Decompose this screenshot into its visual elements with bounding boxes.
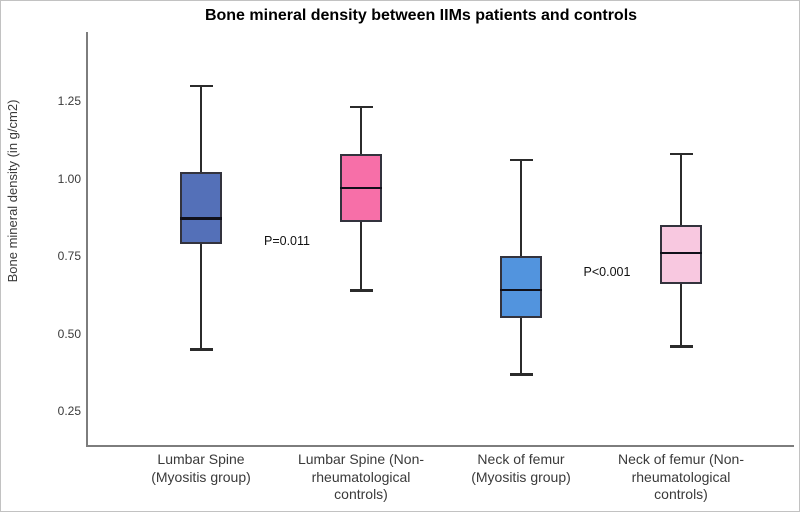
upper-whisker-line	[200, 85, 202, 173]
upper-whisker-cap	[669, 152, 693, 155]
x-axis-line	[86, 445, 794, 447]
x-category-label: Neck of femur (Non- rheumatological cont…	[617, 451, 745, 502]
y-tick-label: 0.25	[57, 404, 81, 418]
upper-whisker-cap	[349, 106, 373, 109]
lower-whisker-cap	[349, 289, 373, 293]
y-tick-label: 1.25	[57, 94, 81, 108]
upper-whisker-line	[360, 107, 362, 154]
lower-whisker-line	[520, 318, 522, 374]
x-category-label: Lumbar Spine (Myositis group)	[151, 451, 251, 485]
median-line	[340, 186, 382, 189]
y-tick-label: 1.00	[57, 171, 81, 186]
lower-whisker-line	[360, 221, 362, 291]
upper-whisker-line	[680, 153, 682, 225]
x-category-label: Neck of femur (Myositis group)	[471, 451, 571, 485]
box	[500, 256, 542, 318]
y-axis-line	[86, 32, 88, 446]
box	[660, 225, 702, 284]
y-tick-label: 0.75	[57, 249, 81, 263]
median-line	[660, 251, 702, 254]
x-category-label: Lumbar Spine (Non- rheumatological contr…	[297, 451, 425, 502]
lower-whisker-cap	[669, 344, 693, 348]
upper-whisker-cap	[509, 158, 533, 161]
upper-whisker-line	[520, 159, 522, 256]
lower-whisker-line	[680, 283, 682, 346]
lower-whisker-cap	[189, 348, 213, 351]
lower-whisker-cap	[509, 372, 533, 376]
y-axis-title: Bone mineral density (in g/cm2)	[5, 99, 20, 283]
p-value-annotation: P=0.011	[264, 233, 310, 248]
y-tick-label: 0.50	[57, 326, 81, 341]
p-value-annotation: P<0.001	[583, 264, 631, 279]
upper-whisker-cap	[189, 84, 213, 87]
median-line	[180, 217, 222, 221]
chart-title: Bone mineral density between IIMs patien…	[204, 7, 638, 24]
median-line	[500, 289, 542, 292]
lower-whisker-line	[200, 243, 202, 349]
box	[180, 172, 222, 244]
